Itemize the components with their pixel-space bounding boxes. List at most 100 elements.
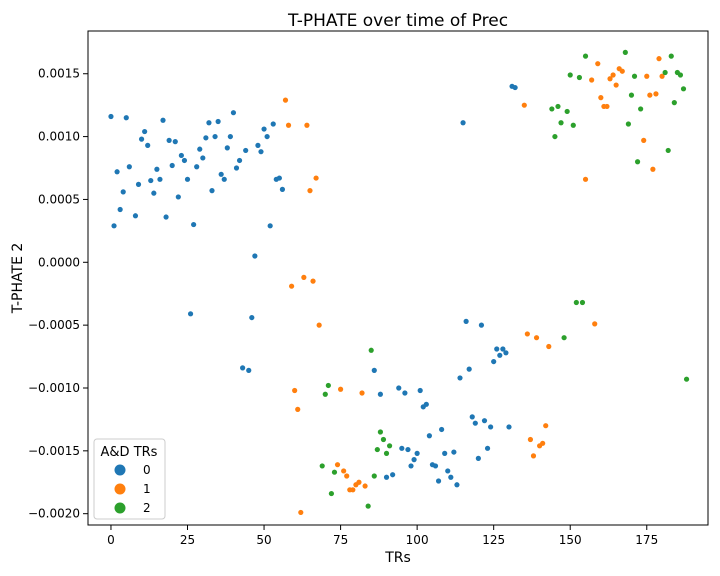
data-point-series-0 [276, 175, 282, 181]
data-point-series-0 [442, 450, 448, 456]
data-point-series-0 [472, 420, 478, 426]
data-point-series-0 [236, 157, 243, 164]
data-point-series-1 [524, 331, 530, 337]
data-point-series-0 [261, 126, 267, 132]
data-point-series-1 [316, 322, 322, 328]
data-point-series-2 [386, 443, 393, 449]
x-tick-label: 100 [406, 533, 429, 547]
data-point-series-2 [552, 133, 558, 140]
data-point-series-2 [634, 159, 641, 165]
y-tick-label: −0.0020 [28, 507, 80, 521]
data-point-series-0 [484, 445, 491, 451]
data-point-series-0 [426, 433, 432, 439]
data-point-series-2 [671, 100, 677, 106]
data-point-series-0 [417, 387, 423, 394]
y-tick-label: 0.0000 [38, 255, 80, 269]
data-point-series-1 [610, 72, 616, 78]
data-point-series-0 [264, 133, 270, 140]
data-point-series-0 [432, 463, 439, 469]
data-point-series-2 [573, 299, 579, 306]
data-point-series-0 [414, 450, 420, 456]
data-point-series-0 [478, 322, 485, 328]
y-tick-label: −0.0010 [28, 381, 80, 395]
data-point-series-1 [533, 335, 540, 341]
data-point-series-0 [497, 352, 503, 358]
plot-area [87, 30, 709, 526]
data-point-series-1 [310, 278, 316, 284]
data-point-series-0 [111, 223, 117, 229]
legend: A&D TRs 0 1 2 [93, 438, 166, 520]
data-point-series-2 [576, 74, 583, 81]
data-point-series-0 [175, 194, 181, 200]
data-point-series-2 [638, 106, 644, 112]
x-tick-label: 75 [333, 533, 348, 547]
data-point-series-0 [377, 391, 383, 397]
data-point-series-2 [374, 446, 380, 453]
data-point-series-0 [117, 206, 123, 213]
data-point-series-1 [341, 468, 347, 474]
data-point-series-2 [579, 299, 586, 306]
legend-label-1: 1 [143, 482, 151, 496]
data-point-series-0 [491, 358, 497, 365]
data-point-series-0 [145, 142, 151, 148]
data-point-series-2 [380, 436, 387, 443]
data-point-series-0 [240, 365, 246, 371]
data-point-series-2 [582, 53, 589, 59]
data-point-series-0 [457, 375, 463, 381]
data-point-series-0 [383, 474, 390, 480]
data-point-series-0 [227, 133, 233, 140]
data-point-series-1 [656, 56, 662, 62]
data-point-series-1 [530, 453, 537, 459]
data-point-series-2 [383, 450, 390, 456]
data-point-series-2 [622, 49, 628, 55]
data-point-series-1 [604, 103, 610, 110]
data-point-series-0 [160, 117, 166, 123]
x-tick-label: 150 [559, 533, 582, 547]
x-tick-label: 125 [482, 533, 505, 547]
data-point-series-1 [613, 82, 619, 88]
data-point-series-2 [377, 429, 383, 435]
data-point-series-1 [282, 97, 289, 103]
data-point-series-0 [445, 468, 451, 474]
data-point-series-1 [285, 122, 292, 128]
data-point-series-0 [469, 414, 475, 420]
data-point-series-2 [368, 347, 374, 353]
data-point-series-1 [589, 77, 595, 83]
data-point-series-1 [304, 122, 310, 128]
data-point-series-0 [191, 221, 197, 228]
data-point-series-2 [561, 335, 567, 341]
data-point-series-0 [435, 478, 442, 484]
data-point-series-1 [356, 479, 362, 485]
data-point-series-1 [298, 509, 304, 516]
data-point-series-0 [439, 426, 445, 433]
data-point-series-1 [344, 473, 350, 479]
data-point-series-0 [172, 139, 178, 145]
data-point-series-0 [481, 418, 488, 424]
data-point-series-1 [653, 91, 659, 97]
y-tick-label: 0.0005 [38, 192, 80, 206]
data-point-series-0 [126, 164, 132, 170]
data-point-series-0 [252, 253, 258, 259]
data-point-series-0 [451, 449, 457, 455]
legend-box [93, 438, 166, 520]
data-point-series-1 [292, 387, 298, 394]
data-point-series-0 [123, 115, 129, 121]
x-tick-label: 25 [180, 533, 195, 547]
y-axis: −0.0020 −0.0015 −0.0010 −0.0005 0.0000 0.0005… [28, 67, 88, 521]
chart-title: T-PHATE over time of Prec [287, 11, 508, 31]
data-point-series-0 [181, 157, 188, 164]
data-point-series-0 [209, 188, 215, 194]
data-point-series-0 [279, 186, 286, 192]
data-point-series-1 [592, 321, 598, 327]
data-point-series-1 [641, 137, 647, 143]
data-point-series-1 [334, 462, 341, 468]
legend-marker-1 [114, 483, 126, 495]
legend-marker-0 [114, 464, 126, 476]
data-point-series-0 [154, 166, 160, 172]
data-point-series-0 [120, 189, 126, 195]
data-point-series-0 [215, 118, 221, 125]
data-point-series-0 [249, 314, 255, 321]
data-point-series-1 [337, 386, 344, 392]
data-point-series-1 [595, 61, 601, 67]
data-point-series-2 [631, 73, 638, 79]
